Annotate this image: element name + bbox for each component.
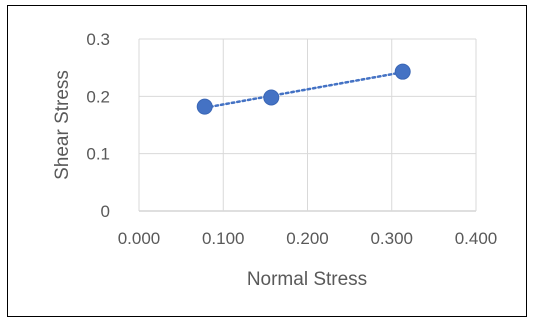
x-tick-labels: 0.000 0.100 0.200 0.300 0.400 (118, 229, 498, 248)
y-tick-labels: 0 0.1 0.2 0.3 (86, 30, 110, 221)
y-tick-label: 0.2 (86, 87, 110, 106)
y-tick-label: 0 (101, 202, 110, 221)
y-axis-title: Shear Stress (52, 70, 73, 180)
data-points (196, 63, 411, 115)
chart-frame (7, 5, 527, 317)
data-point (394, 63, 411, 80)
x-tick-label: 0.400 (455, 229, 498, 248)
data-point (196, 98, 213, 115)
x-tick-label: 0.000 (118, 229, 161, 248)
y-tick-label: 0.3 (86, 30, 110, 49)
gridlines (138, 38, 477, 212)
x-tick-label: 0.200 (286, 229, 329, 248)
x-axis-title: Normal Stress (247, 269, 367, 290)
data-point (263, 89, 280, 106)
x-tick-label: 0.100 (202, 229, 245, 248)
x-tick-label: 0.300 (370, 229, 413, 248)
y-tick-label: 0.1 (86, 145, 110, 164)
trendline (203, 70, 404, 110)
